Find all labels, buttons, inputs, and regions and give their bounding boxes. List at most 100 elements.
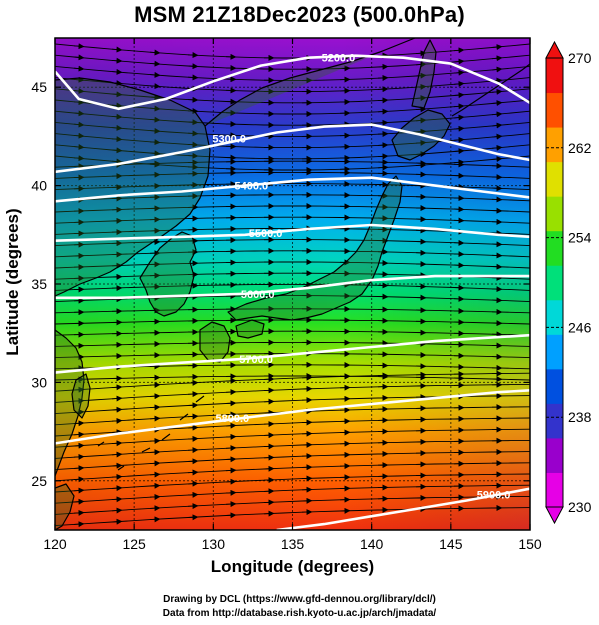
streamline: [55, 451, 530, 471]
colorbar: 270 262 254 246 238 230: [545, 40, 592, 525]
streamline-arrow: [73, 132, 85, 139]
streamline-arrow: [73, 121, 85, 128]
streamline-arrow: [111, 68, 123, 75]
streamline-arrow: [111, 113, 123, 120]
coast-russia: [204, 38, 416, 127]
streamline-arrow: [73, 476, 85, 483]
credit-drawing: Drawing by DCL (https://www.gfd-dennou.o…: [163, 594, 436, 605]
colorbar-swatch: [546, 58, 563, 94]
streamline-arrow: [187, 74, 199, 81]
streamline-arrow: [149, 150, 161, 157]
coast-ryukyu: [97, 395, 205, 471]
coastlines: [55, 38, 530, 530]
streamline-arrow: [73, 76, 85, 83]
streamline-arrow: [377, 119, 389, 126]
map-area: 5200.0 5300.0 5400.0 5500.0 5600.0 5700.0 5800…: [55, 38, 530, 530]
streamline: [55, 507, 530, 527]
contours: 5200.0 5300.0 5400.0 5500.0 5600.0 5700.0 5800…: [55, 53, 530, 530]
colorbar-swatch: [546, 127, 563, 163]
streamline-arrow: [453, 58, 465, 65]
streamline-arrow: [187, 480, 199, 487]
streamline-arrow: [73, 386, 85, 393]
coast-kyushu: [199, 321, 231, 363]
streamline-arrow: [149, 505, 161, 512]
streamline-arrow: [149, 94, 161, 101]
x-tick-label: 120: [43, 536, 67, 552]
y-tick-label: 30: [31, 374, 47, 390]
streamline-arrow: [225, 489, 237, 496]
streamline-arrow: [187, 413, 199, 420]
streamline: [55, 216, 530, 224]
streamline-arrow: [111, 124, 123, 131]
streamline-arrow: [149, 404, 161, 411]
colorbar-swatch: [546, 92, 563, 128]
streamline-arrow: [111, 91, 123, 98]
chart-title: MSM 21Z18Dec2023 (500.0hPa): [134, 2, 465, 27]
coast-philippines: [55, 483, 75, 530]
streamline-arrow: [377, 63, 389, 70]
streamline-arrow: [491, 66, 503, 73]
streamline-arrow: [491, 144, 503, 151]
streamline-arrow: [377, 97, 389, 104]
contour-label: 5900.0: [477, 490, 511, 502]
streamline-arrow: [453, 80, 465, 87]
streamline-arrow: [149, 49, 161, 56]
streamline-arrow: [225, 400, 237, 407]
coast-china-north: [55, 77, 211, 297]
streamline-arrow: [187, 447, 199, 454]
streamline-arrow: [491, 156, 503, 163]
streamline-arrow: [377, 74, 389, 81]
streamline-arrow: [225, 478, 237, 485]
streamline-arrow: [491, 111, 503, 118]
streamline-arrow: [149, 139, 161, 146]
y-axis-label: Latitude (degrees): [3, 208, 22, 356]
streamline-arrow: [111, 406, 123, 413]
streamline-arrow: [187, 52, 199, 59]
streamline-arrow: [187, 119, 199, 126]
streamline-arrow: [149, 482, 161, 489]
colorbar-tick-label: 230: [568, 499, 592, 515]
streamline-arrow: [149, 105, 161, 112]
streamline-arrow: [187, 469, 199, 476]
contour-line: [55, 176, 530, 203]
colorbar-tick-label: 246: [568, 319, 592, 335]
colorbar-max-arrow: [545, 40, 564, 59]
streamline-arrow: [453, 136, 465, 143]
colorbar-swatch: [546, 334, 563, 370]
streamline-arrow: [73, 442, 85, 449]
contour-label: 5300.0: [212, 133, 246, 145]
streamline-arrow: [149, 127, 161, 134]
streamline-arrow: [225, 467, 237, 474]
streamline-arrow: [187, 152, 199, 159]
streamline-arrow: [225, 389, 237, 396]
streamline-arrow: [149, 493, 161, 500]
contour-label: 5200.0: [322, 53, 356, 65]
streamline-arrow: [149, 71, 161, 78]
streamline-arrow: [187, 514, 199, 521]
streamline-arrow: [377, 142, 389, 149]
contour-line: [55, 223, 530, 242]
streamline-arrow: [377, 86, 389, 93]
streamline-arrow: [377, 130, 389, 137]
contour-label: 5400.0: [235, 181, 269, 193]
streamline-arrow: [149, 381, 161, 388]
streamline-arrow: [73, 498, 85, 505]
colorbar-swatch: [546, 472, 563, 508]
y-tick-label: 45: [31, 79, 47, 95]
streamline-arrow: [453, 148, 465, 155]
streamline-arrow: [187, 402, 199, 409]
streamline-arrow: [149, 116, 161, 123]
streamline-arrow: [491, 88, 503, 95]
coast-kuril: [451, 63, 530, 117]
streamline-arrow: [111, 384, 123, 391]
streamline-arrow: [225, 501, 237, 508]
streamline-arrow: [111, 102, 123, 109]
streamline-arrow: [225, 433, 237, 440]
streamline: [55, 495, 530, 515]
streamline: [55, 65, 530, 81]
streamline-arrow: [225, 512, 237, 519]
streamline-arrow: [225, 411, 237, 418]
x-tick-label: 135: [281, 536, 305, 552]
streamline-arrow: [149, 393, 161, 400]
